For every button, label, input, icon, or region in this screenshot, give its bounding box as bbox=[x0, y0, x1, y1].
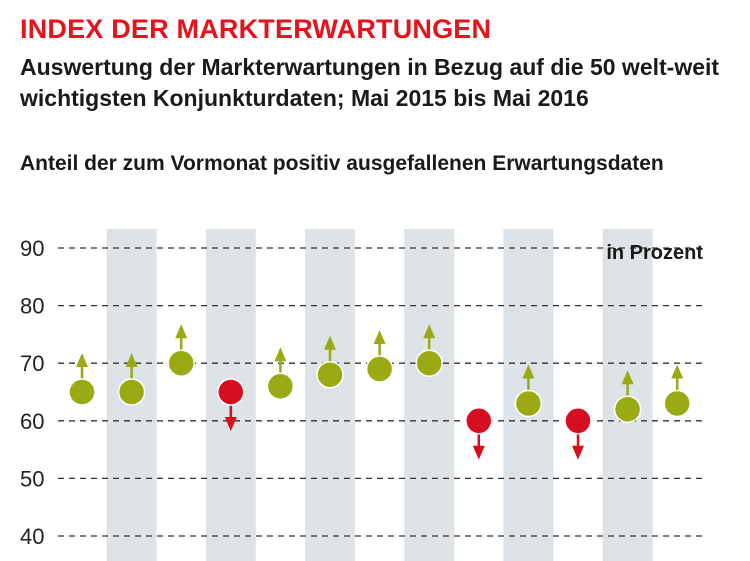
data-point-up bbox=[415, 324, 443, 377]
arrow-down-icon bbox=[572, 445, 584, 460]
arrow-up-icon bbox=[522, 364, 535, 379]
data-marker bbox=[514, 389, 543, 418]
y-tick-label: 50 bbox=[20, 466, 44, 491]
arrow-down-icon bbox=[224, 417, 237, 431]
data-marker bbox=[68, 378, 96, 406]
y-tick-label: 80 bbox=[20, 294, 44, 319]
data-marker bbox=[564, 407, 592, 435]
arrow-up-icon bbox=[175, 324, 188, 339]
arrow-up-icon bbox=[621, 370, 634, 385]
data-point-up bbox=[663, 364, 691, 418]
data-marker bbox=[465, 407, 493, 435]
y-tick-label: 60 bbox=[20, 409, 44, 434]
data-marker bbox=[663, 389, 691, 418]
data-point-up bbox=[167, 324, 195, 377]
data-marker bbox=[415, 349, 443, 377]
y-tick-label: 70 bbox=[20, 351, 44, 376]
data-points bbox=[68, 324, 691, 460]
data-point-down bbox=[465, 407, 493, 460]
data-marker bbox=[167, 349, 195, 377]
arrow-up-icon bbox=[76, 353, 88, 367]
unit-label: in Prozent bbox=[606, 242, 703, 264]
data-point-up bbox=[365, 329, 394, 383]
chart-heading: Anteil der zum Vormonat positiv ausgefal… bbox=[20, 152, 664, 175]
y-axis-ticks: 90 80 70 60 50 40 bbox=[20, 236, 44, 549]
data-point-down bbox=[564, 407, 592, 460]
data-marker bbox=[365, 355, 394, 383]
data-marker bbox=[117, 378, 146, 406]
data-point-up bbox=[613, 370, 642, 424]
data-point-up bbox=[266, 347, 295, 400]
arrow-up-icon bbox=[423, 324, 436, 339]
chart-subtitle: Auswertung der Markterwartungen in Bezug… bbox=[20, 54, 720, 111]
data-marker bbox=[217, 378, 245, 406]
data-point-up bbox=[68, 353, 96, 406]
data-marker bbox=[266, 372, 295, 400]
data-point-up bbox=[514, 364, 543, 418]
y-tick-label: 40 bbox=[20, 524, 44, 549]
column-band bbox=[305, 229, 355, 561]
arrow-up-icon bbox=[671, 364, 684, 379]
data-marker bbox=[316, 360, 344, 389]
arrow-up-icon bbox=[274, 347, 287, 362]
arrow-up-icon bbox=[373, 329, 386, 344]
data-point-up bbox=[316, 335, 344, 389]
arrow-down-icon bbox=[472, 445, 485, 460]
data-point-down bbox=[217, 378, 245, 431]
chart-title: INDEX DER MARKTERWARTUNGEN bbox=[20, 14, 492, 44]
column-band bbox=[404, 229, 455, 561]
data-point-up bbox=[117, 353, 146, 406]
arrow-up-icon bbox=[125, 353, 138, 367]
arrow-up-icon bbox=[324, 335, 336, 350]
column-bands bbox=[106, 229, 653, 561]
data-marker bbox=[613, 395, 642, 424]
y-tick-label: 90 bbox=[20, 236, 44, 261]
